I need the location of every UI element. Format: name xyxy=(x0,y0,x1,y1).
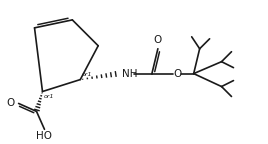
Text: HO: HO xyxy=(36,131,53,141)
Text: or1: or1 xyxy=(81,72,92,77)
Text: NH: NH xyxy=(122,69,137,79)
Text: O: O xyxy=(154,35,162,45)
Text: O: O xyxy=(174,69,182,79)
Text: O: O xyxy=(6,98,15,108)
Text: or1: or1 xyxy=(43,93,54,98)
